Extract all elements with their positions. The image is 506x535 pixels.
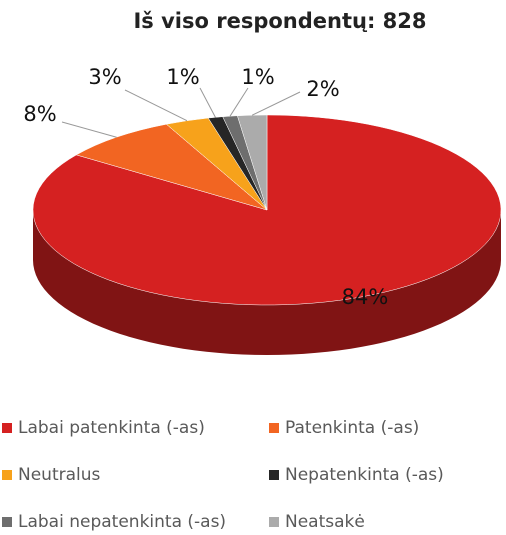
pie-side (33, 210, 501, 355)
legend-swatch (269, 470, 279, 480)
legend-label: Neutralus (18, 465, 101, 485)
legend-label: Labai patenkinta (-as) (18, 418, 205, 438)
data-label: 2% (306, 77, 339, 101)
leader-line (61, 121, 117, 138)
pie-slice (237, 114, 268, 211)
data-label: 1% (241, 65, 274, 89)
data-label: 84% (342, 285, 389, 309)
data-label: 3% (88, 65, 121, 89)
legend-swatch (2, 517, 12, 527)
legend-label: Patenkinta (-as) (285, 418, 419, 438)
legend-label: Nepatenkinta (-as) (285, 465, 444, 485)
legend-label: Labai nepatenkinta (-as) (18, 512, 226, 532)
leader-line (229, 87, 249, 117)
legend-swatch (269, 517, 279, 527)
leader-line (199, 87, 216, 118)
data-label: 8% (23, 102, 56, 126)
legend-swatch (2, 470, 12, 480)
legend-label: Neatsakė (285, 512, 365, 532)
leader-line (124, 89, 188, 122)
legend-swatch (269, 423, 279, 433)
legend-swatch (2, 423, 12, 433)
leader-line (251, 91, 301, 116)
data-label: 1% (166, 65, 199, 89)
chart-title: Iš viso respondentų: 828 (133, 9, 426, 33)
